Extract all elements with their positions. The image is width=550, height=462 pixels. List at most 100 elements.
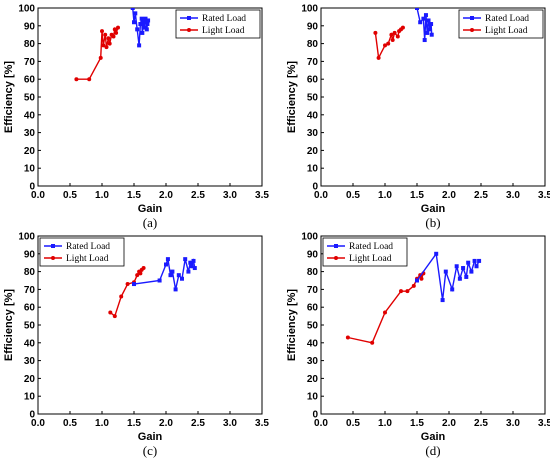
legend-label: Light Load (202, 26, 245, 36)
data-point (183, 257, 188, 262)
data-point (180, 276, 184, 281)
y-tick-label: 90 (307, 21, 319, 32)
data-point (411, 283, 416, 288)
x-tick-label: 0.5 (346, 190, 360, 201)
data-point (373, 30, 378, 35)
y-tick-label: 40 (24, 110, 36, 121)
legend-entry: Light Load (327, 254, 392, 264)
data-point (116, 25, 120, 30)
data-point (98, 55, 103, 60)
data-point (104, 45, 109, 50)
series-light-load (74, 25, 120, 82)
x-tick-label: 0.5 (63, 190, 77, 201)
y-axis-title: Efficiency [%] (3, 289, 15, 361)
data-point (112, 27, 117, 32)
y-tick-label: 10 (307, 392, 319, 403)
data-point (107, 41, 112, 46)
data-point (137, 43, 142, 48)
legend-label: Light Load (485, 26, 528, 36)
data-point (434, 251, 439, 256)
data-point (173, 287, 178, 292)
data-point (108, 310, 113, 315)
data-point (443, 269, 448, 274)
x-tick-label: 1.0 (95, 190, 109, 201)
data-point (189, 264, 194, 269)
y-tick-label: 50 (24, 321, 36, 332)
x-tick-label: 3.0 (506, 418, 520, 429)
data-point (138, 22, 143, 27)
data-point (100, 29, 104, 34)
legend-label: Rated Load (66, 242, 110, 252)
data-point (395, 34, 400, 39)
x-tick-label: 0.0 (31, 190, 45, 201)
legend: Rated Load Light Load (322, 237, 408, 267)
legend-marker (51, 256, 55, 260)
y-tick-label: 100 (18, 4, 35, 15)
x-axis-title: Gain (138, 431, 163, 443)
data-point (135, 273, 140, 278)
series-rated-load (130, 8, 151, 48)
x-tick-label: 2.5 (474, 190, 488, 201)
data-point (125, 282, 130, 287)
legend-label: Rated Load (202, 14, 246, 24)
series-light-load (373, 25, 405, 61)
legend: Rated Load Light Load (458, 9, 544, 39)
y-tick-label: 40 (307, 110, 319, 121)
panel-caption: (c) (143, 443, 157, 458)
y-tick-label: 80 (24, 39, 36, 50)
x-tick-label: 2.0 (442, 418, 456, 429)
legend-box (39, 237, 125, 267)
data-point (135, 27, 140, 32)
data-point (142, 25, 147, 30)
y-axis-title: Efficiency [%] (286, 289, 298, 361)
x-axis-title: Gain (138, 203, 163, 215)
y-tick-label: 60 (307, 303, 319, 314)
data-point (143, 16, 148, 21)
legend-marker (334, 244, 338, 248)
data-point (170, 269, 175, 274)
x-axis-title: Gain (421, 203, 446, 215)
panel-caption: (b) (425, 215, 440, 230)
data-point (111, 34, 116, 39)
y-tick-label: 70 (24, 285, 36, 296)
data-point (188, 260, 193, 265)
y-tick-label: 30 (24, 356, 36, 367)
data-point (423, 13, 428, 18)
data-point (376, 55, 381, 60)
data-point (466, 260, 471, 265)
y-tick-label: 0 (312, 410, 318, 421)
series-rated-load (415, 251, 482, 303)
x-tick-label: 1.0 (95, 418, 109, 429)
chart-panel: 0 10 20 30 40 50 60 70 80 90 100 0.0 0.5 1.0 1.5 2.0 2.5… (286, 232, 550, 459)
legend-marker (334, 256, 338, 260)
legend-marker (51, 244, 55, 248)
chart-panel: 0 10 20 30 40 50 60 70 80 90 100 0.0 0.5 1.0 1.5 2.0 2.5… (3, 232, 269, 459)
y-tick-label: 100 (301, 4, 318, 15)
x-tick-label: 1.0 (378, 418, 392, 429)
legend-marker (470, 16, 474, 20)
data-point (383, 43, 387, 48)
x-tick-label: 1.5 (410, 418, 424, 429)
legend-entry: Rated Load (44, 242, 110, 252)
data-point (426, 18, 431, 23)
data-point (164, 262, 168, 267)
series-rated-load (415, 8, 434, 43)
y-tick-label: 60 (24, 303, 36, 314)
data-point (421, 16, 426, 21)
y-axis-title: Efficiency [%] (286, 61, 298, 133)
y-tick-label: 0 (312, 182, 318, 193)
legend-label: Rated Load (349, 242, 393, 252)
data-point (112, 314, 117, 319)
data-point (454, 264, 459, 269)
legend-entry: Rated Load (463, 14, 529, 24)
y-tick-label: 70 (307, 57, 319, 68)
data-point (192, 266, 197, 271)
data-point (464, 274, 469, 279)
y-tick-label: 60 (24, 75, 36, 86)
y-tick-label: 20 (24, 374, 36, 385)
x-tick-label: 2.0 (159, 190, 173, 201)
data-point (418, 20, 423, 25)
data-point (400, 25, 405, 30)
y-tick-label: 20 (24, 146, 36, 157)
data-point (390, 38, 395, 43)
